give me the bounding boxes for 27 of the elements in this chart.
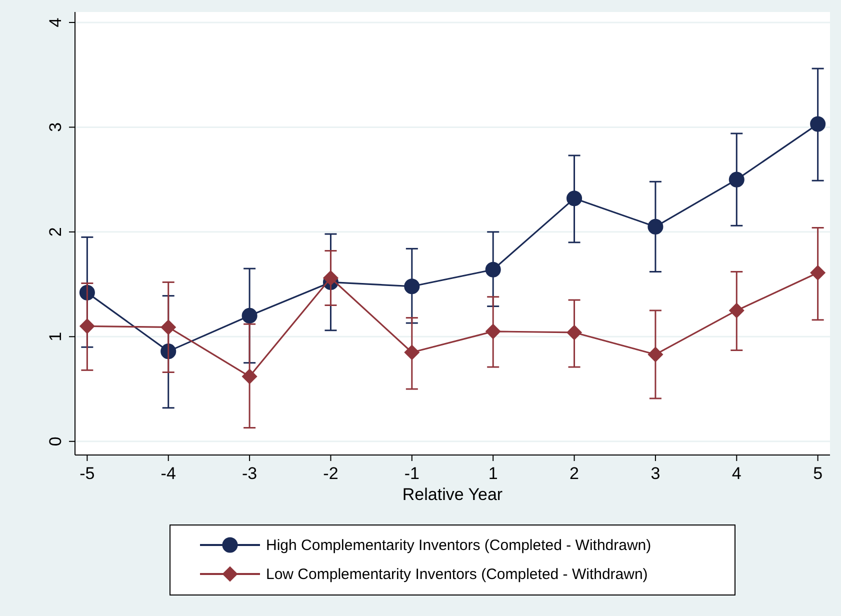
legend-label: High Complementarity Inventors (Completed - Withdrawn) bbox=[266, 537, 652, 554]
point bbox=[810, 116, 826, 132]
y-tick-label: 3 bbox=[46, 122, 65, 132]
y-tick-label: 0 bbox=[46, 436, 65, 446]
x-tick-label: 2 bbox=[570, 464, 580, 483]
point bbox=[566, 190, 582, 206]
point bbox=[404, 278, 420, 294]
x-tick-label: 1 bbox=[488, 464, 498, 483]
y-tick-label: 1 bbox=[46, 332, 65, 342]
point bbox=[242, 368, 258, 384]
legend-label: Low Complementarity Inventors (Completed - Withdrawn) bbox=[266, 566, 648, 583]
x-tick-label: -2 bbox=[323, 464, 338, 483]
x-tick-label: 5 bbox=[813, 464, 823, 483]
x-tick-label: -4 bbox=[160, 464, 176, 483]
x-tick-label: -1 bbox=[404, 464, 420, 483]
x-tick-label: 3 bbox=[650, 464, 660, 483]
point bbox=[242, 308, 258, 324]
point bbox=[648, 218, 664, 234]
point bbox=[485, 262, 501, 278]
y-tick-label: 2 bbox=[46, 227, 65, 237]
x-tick-label: -5 bbox=[80, 464, 95, 483]
x-tick-label: -3 bbox=[242, 464, 258, 483]
x-tick-label: 4 bbox=[732, 464, 742, 483]
point bbox=[728, 172, 744, 188]
x-axis-title: Relative Year bbox=[402, 485, 503, 504]
point bbox=[322, 270, 339, 286]
y-tick-label: 4 bbox=[46, 18, 65, 28]
